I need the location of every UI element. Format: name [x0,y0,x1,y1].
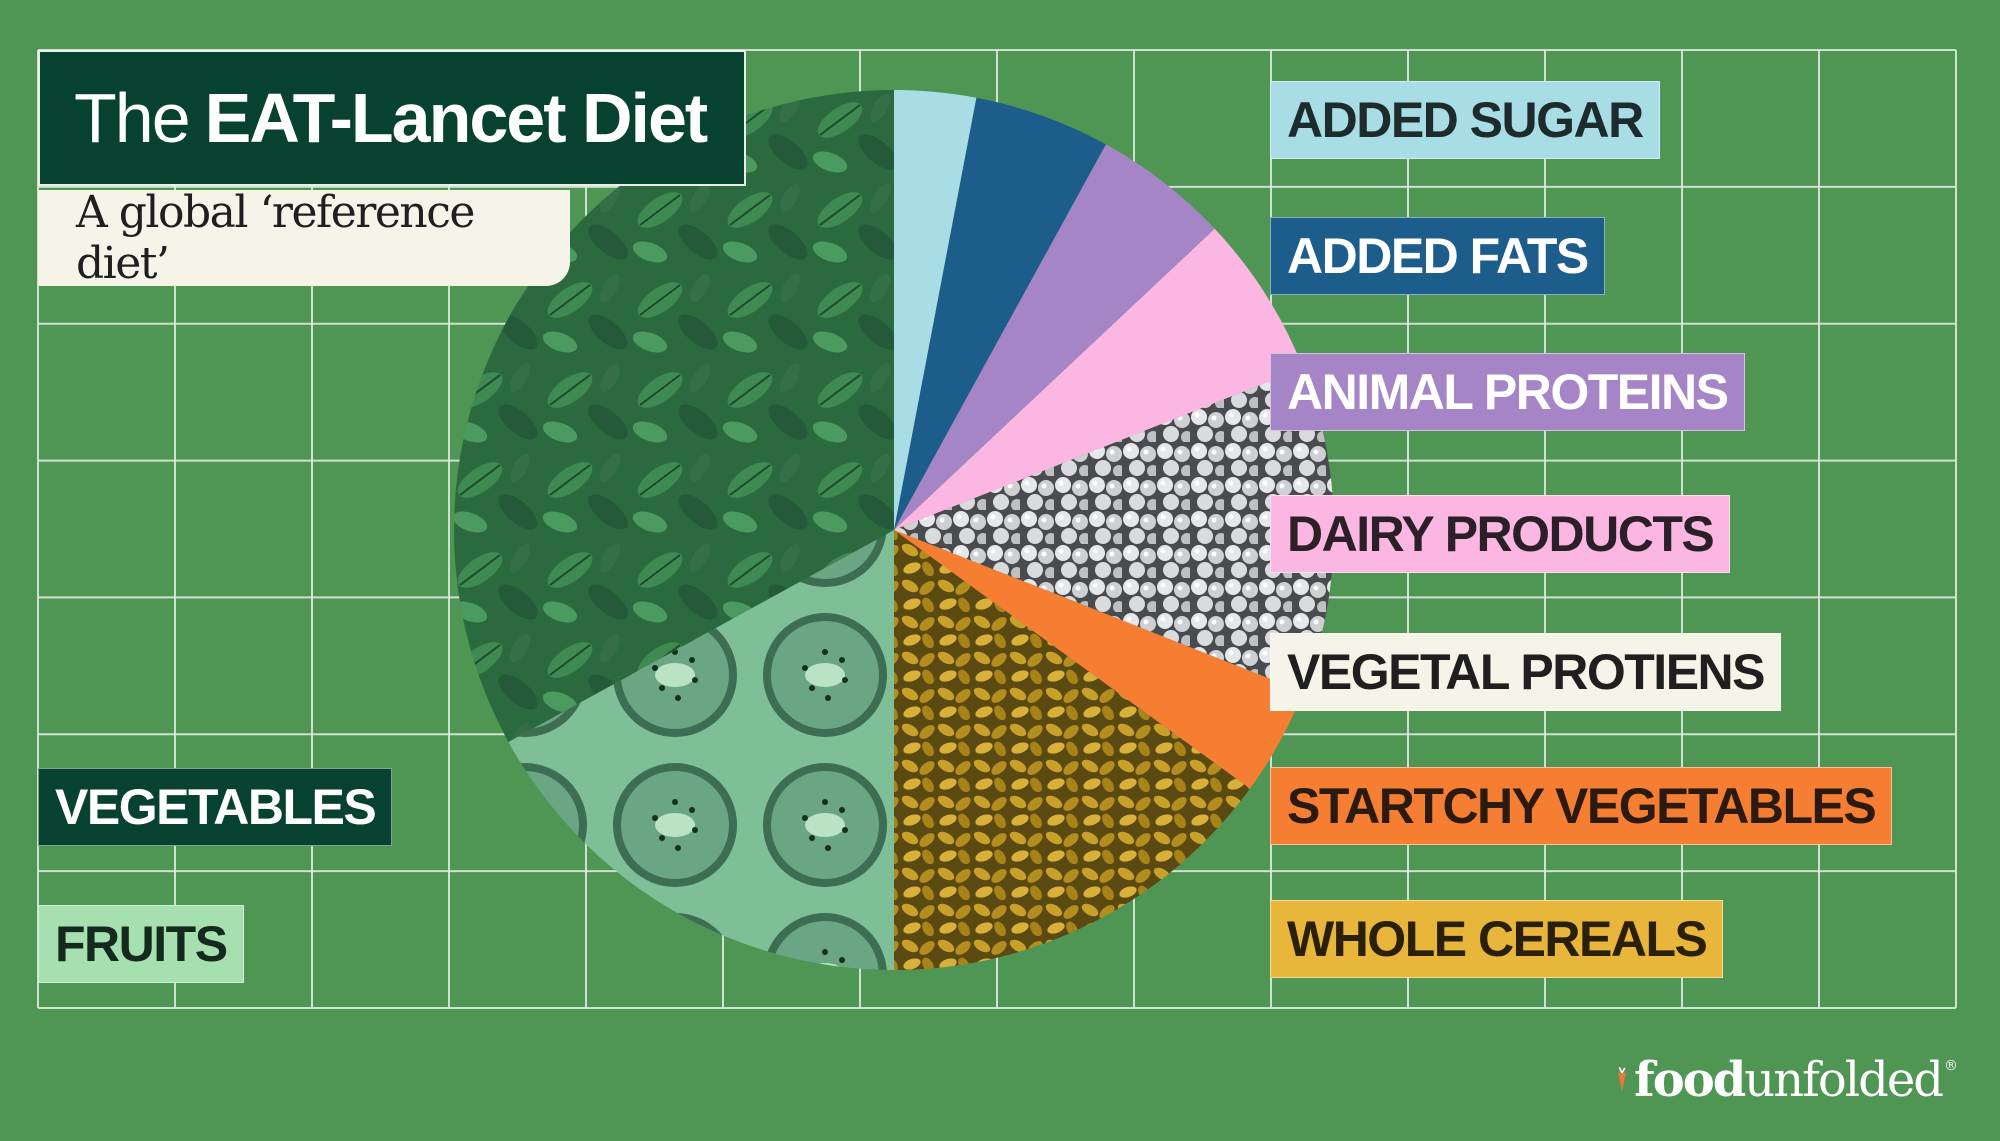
pie-slice-startchy-vegetables [894,530,1304,789]
page-title: The EAT-Lancet Diet [38,50,746,186]
label-vegetal-protiens: VEGETAL PROTIENS [1270,633,1782,711]
label-startchy-vegetables: STARTCHY VEGETABLES [1270,767,1893,845]
carrot-icon [1618,1067,1626,1092]
pie-slice-vegetal-protiens [894,368,1334,692]
pie-slice-fruits [508,530,894,970]
pie-slices [453,90,1334,970]
title-prefix: The [74,79,191,157]
label-vegetables: VEGETABLES [38,768,393,846]
pie-slice-added-fats [894,97,1106,530]
title-emphasis: EAT-Lancet Diet [204,79,709,157]
pie-slice-whole-cereals [894,530,1250,970]
brand-logo: food unfolded ® [1616,1052,1958,1108]
label-added-sugar: ADDED SUGAR [1270,81,1660,159]
logo-food: food [1634,1052,1746,1108]
label-whole-cereals: WHOLE CEREALS [1270,900,1724,978]
label-added-fats: ADDED FATS [1270,217,1605,295]
label-animal-proteins: ANIMAL PROTEINS [1270,353,1745,431]
pie-slice-added-sugar [894,90,977,530]
page-subtitle: A global ‘reference diet’ [38,187,570,289]
label-fruits: FRUITS [38,905,244,983]
label-dairy-products: DAIRY PRODUCTS [1270,495,1731,573]
pie-slice-animal-proteins [894,144,1215,531]
logo-trademark: ® [1944,1058,1958,1074]
logo-unfolded: unfolded [1744,1052,1944,1108]
pie-slice-dairy-products [894,228,1304,531]
